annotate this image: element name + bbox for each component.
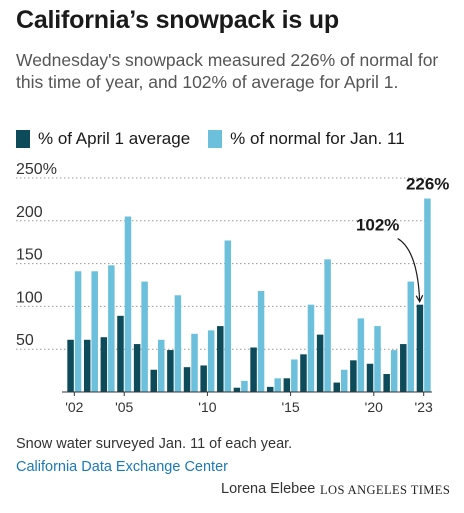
- chart-title: California’s snowpack is up: [16, 6, 339, 34]
- bar-april-average: [366, 363, 374, 392]
- bar-april-average: [350, 360, 357, 392]
- bar-april-average: [117, 315, 124, 392]
- bar-april-average: [283, 378, 291, 392]
- y-tick-label: 150: [16, 247, 43, 264]
- y-tick-label: 250%: [16, 161, 57, 178]
- bar-april-average: [183, 367, 191, 392]
- bar-normal-jan11: [174, 295, 182, 392]
- bar-april-average: [383, 374, 390, 392]
- x-tick-label: '05: [115, 399, 133, 415]
- legend-item-april: % of April 1 average: [16, 129, 190, 149]
- annotation-226: 226%: [406, 175, 449, 194]
- x-tick-label: '23: [415, 399, 433, 415]
- bar-normal-jan11: [241, 380, 248, 392]
- bar-april-average: [250, 347, 257, 392]
- bar-april-average: [150, 369, 157, 392]
- bar-april-average: [100, 337, 108, 392]
- annotation-arrowhead: [415, 294, 424, 303]
- bar-april-average: [266, 386, 274, 392]
- y-tick-label: 200: [16, 204, 43, 221]
- bar-april-average: [167, 350, 174, 392]
- bar-april-average: [416, 304, 424, 392]
- bar-april-average: [400, 344, 407, 392]
- legend: % of April 1 average % of normal for Jan…: [16, 129, 423, 149]
- bar-normal-jan11: [307, 304, 315, 392]
- bar-april-average: [233, 387, 241, 392]
- bar-april-average: [316, 334, 324, 392]
- bar-normal-jan11: [374, 326, 381, 392]
- x-tick-label: '02: [65, 399, 83, 415]
- bar-april-average: [333, 382, 340, 392]
- bar-normal-jan11: [357, 318, 365, 392]
- bar-normal-jan11: [291, 359, 298, 392]
- bar-normal-jan11: [141, 281, 148, 392]
- brand-logo: LOS ANGELES TIMES: [320, 483, 451, 497]
- bar-normal-jan11: [341, 369, 348, 392]
- bar-normal-jan11: [257, 290, 265, 392]
- bar-normal-jan11: [108, 265, 115, 392]
- bar-normal-jan11: [407, 281, 415, 392]
- bar-april-average: [67, 339, 74, 392]
- bar-normal-jan11: [158, 339, 165, 392]
- bar-normal-jan11: [74, 271, 82, 392]
- chart-subtitle: Wednesday's snowpack measured 226% of no…: [16, 50, 439, 92]
- bar-april-average: [300, 354, 307, 392]
- legend-item-normal: % of normal for Jan. 11: [208, 129, 405, 149]
- legend-swatch-normal: [208, 130, 223, 148]
- bar-normal-jan11: [224, 240, 232, 392]
- byline: Lorena Elebee: [221, 481, 316, 497]
- bar-april-average: [200, 365, 207, 392]
- legend-label-april: % of April 1 average: [38, 129, 191, 148]
- x-tick-label: '20: [365, 399, 383, 415]
- y-tick-label: 100: [16, 289, 43, 306]
- bar-normal-jan11: [390, 350, 398, 392]
- footnote: Snow water surveyed Jan. 11 of each year…: [16, 436, 293, 452]
- bar-normal-jan11: [91, 271, 98, 392]
- annotation-leader-line: [397, 238, 421, 302]
- bar-april-average: [133, 344, 141, 392]
- y-tick-label: 50: [16, 332, 34, 349]
- bar-normal-jan11: [124, 216, 132, 392]
- annotation-102: 102%: [356, 216, 399, 235]
- bar-normal-jan11: [274, 378, 281, 392]
- bar-april-average: [217, 326, 224, 392]
- bar-normal-jan11: [324, 259, 331, 392]
- bar-april-average: [83, 339, 91, 392]
- bar-chart: 50 100 150 200 250% '02 '05 '10 '15 '20 '23 226% 102…: [16, 161, 449, 415]
- source-link[interactable]: California Data Exchange Center: [16, 459, 228, 475]
- x-tick-label: '15: [281, 399, 299, 415]
- bar-normal-jan11: [191, 333, 198, 392]
- legend-label-normal: % of normal for Jan. 11: [230, 129, 405, 148]
- x-tick-label: '10: [198, 399, 216, 415]
- legend-swatch-april: [16, 130, 30, 148]
- bar-normal-jan11: [424, 198, 431, 392]
- bar-normal-jan11: [207, 330, 215, 392]
